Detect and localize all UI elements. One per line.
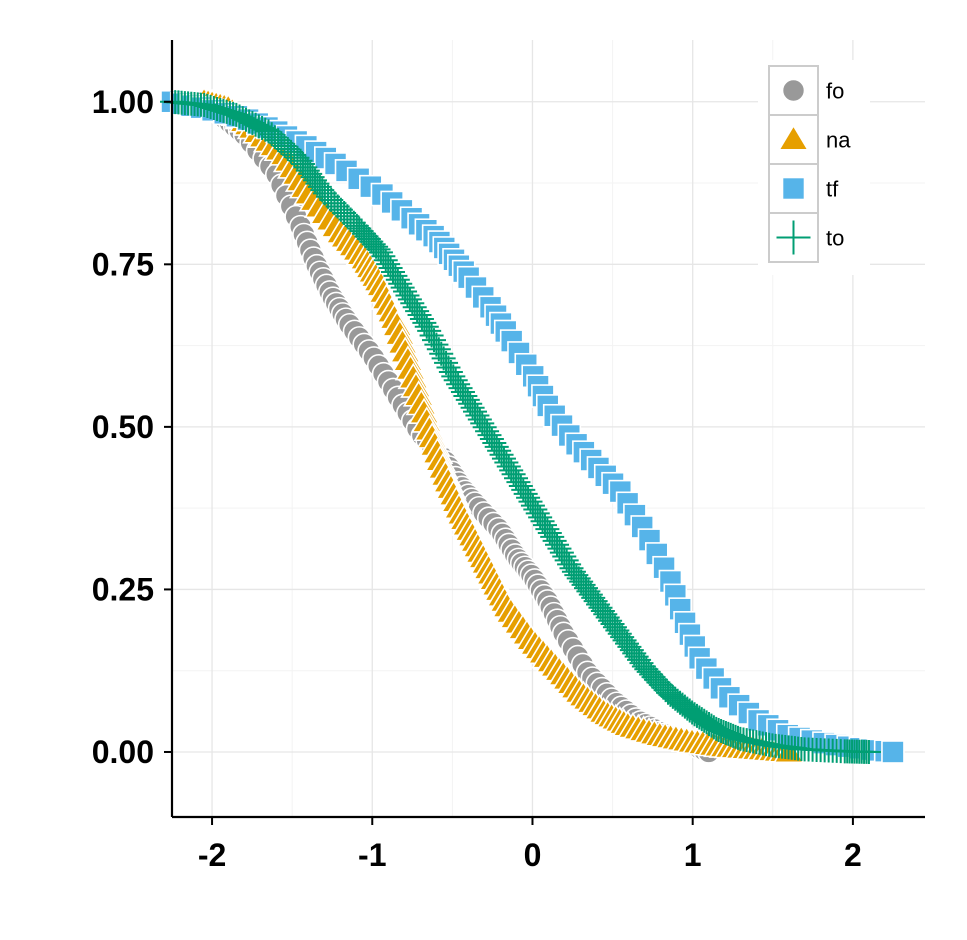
data-point-to [573, 576, 598, 601]
data-point-to [566, 566, 591, 591]
data-point-to [588, 595, 613, 620]
x-tick-label: 1 [684, 837, 702, 873]
data-point-to [243, 112, 268, 137]
data-point-to [605, 618, 630, 643]
data-point-to [431, 346, 456, 371]
legend-key-fo [781, 78, 806, 103]
x-tick-label: 0 [524, 837, 542, 873]
legend-label-fo: fo [826, 79, 844, 104]
y-tick-label: 0.50 [92, 409, 154, 445]
data-point-to [424, 332, 449, 357]
legend-item-na: na [768, 114, 851, 165]
data-point-to [600, 612, 625, 637]
axis-ticks: -2 -1 0 1 2 0.00 0.25 0.50 0.75 1.00 [92, 84, 862, 873]
data-point-to [240, 111, 265, 136]
data-point-to [426, 337, 451, 362]
data-point-tf [881, 740, 905, 764]
data-point-to [593, 602, 618, 627]
grid-lines [172, 40, 925, 817]
data-point-to [610, 625, 635, 650]
y-tick-label: 0.75 [92, 246, 154, 282]
axes [170, 40, 925, 819]
data-point-to [624, 644, 649, 669]
data-point-to [422, 328, 446, 353]
data-point-to [571, 572, 596, 597]
data-point-to [419, 323, 444, 348]
data-point-to [564, 563, 589, 588]
data-point-to [316, 184, 341, 209]
data-point-to [614, 631, 639, 656]
data-point-to [586, 592, 611, 617]
legend-label-na: na [826, 128, 851, 153]
y-tick-label: 0.00 [92, 734, 154, 770]
x-tick-label: 2 [844, 837, 862, 873]
data-point-to [237, 109, 262, 134]
data-point-to [325, 194, 350, 219]
data-point-to [328, 197, 353, 222]
data-point-to [224, 102, 249, 127]
series-to [160, 89, 881, 764]
data-point-to [598, 608, 623, 633]
data-point-to [335, 204, 360, 229]
data-point-to [230, 106, 255, 131]
data-point-to [246, 114, 271, 139]
x-tick-label: -2 [198, 837, 226, 873]
data-point-to [312, 181, 337, 206]
data-point-to [576, 579, 601, 604]
data-point-to [612, 628, 637, 653]
data-point-to [434, 350, 459, 375]
data-point-to [856, 739, 881, 764]
x-tick-label: -1 [358, 837, 386, 873]
data-point-to [227, 104, 252, 129]
legend-label-tf: tf [826, 177, 839, 202]
data-point-to [617, 634, 642, 659]
data-point-to [221, 101, 246, 126]
data-point-to [619, 638, 644, 663]
data-point-to [595, 605, 620, 630]
legend-label-to: to [826, 226, 844, 251]
data-point-to [590, 598, 615, 623]
data-point-to [622, 641, 647, 666]
legend-key-tf [781, 176, 806, 201]
data-point-to [233, 107, 258, 132]
data-point-to [578, 582, 603, 607]
y-tick-label: 0.25 [92, 571, 154, 607]
data-point-to [429, 341, 454, 366]
data-point-to [250, 115, 275, 140]
data-point-to [583, 589, 608, 614]
legend-item-fo: fo [768, 65, 844, 116]
data-point-to [332, 201, 357, 226]
legend-key-to [776, 220, 811, 255]
data-point-to [319, 187, 344, 212]
y-tick-label: 1.00 [92, 84, 154, 120]
legend: fo na tf to [758, 60, 870, 275]
data-point-to [417, 318, 442, 343]
data-point-to [602, 615, 627, 640]
data-point-to [607, 621, 632, 646]
data-point-to [322, 191, 347, 216]
legend-key-na [777, 124, 810, 151]
legend-item-to: to [768, 212, 844, 263]
data-points [160, 86, 905, 764]
